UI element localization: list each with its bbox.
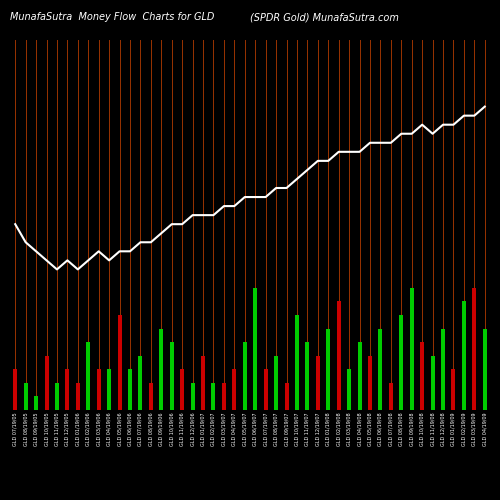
Text: (SPDR Gold) MunafaSutra.com: (SPDR Gold) MunafaSutra.com bbox=[250, 12, 399, 22]
Bar bbox=[368, 356, 372, 410]
Bar bbox=[336, 302, 340, 410]
Bar bbox=[483, 328, 487, 410]
Bar bbox=[222, 383, 226, 410]
Bar bbox=[462, 302, 466, 410]
Text: MunafaSutra  Money Flow  Charts for GLD: MunafaSutra Money Flow Charts for GLD bbox=[10, 12, 214, 22]
Bar bbox=[96, 370, 100, 410]
Bar bbox=[358, 342, 362, 410]
Bar bbox=[76, 383, 80, 410]
Bar bbox=[243, 342, 247, 410]
Bar bbox=[472, 288, 476, 410]
Bar bbox=[378, 328, 382, 410]
Bar bbox=[253, 288, 257, 410]
Bar bbox=[212, 383, 216, 410]
Bar bbox=[170, 342, 173, 410]
Bar bbox=[160, 328, 164, 410]
Bar bbox=[180, 370, 184, 410]
Bar bbox=[274, 356, 278, 410]
Bar bbox=[86, 342, 90, 410]
Bar bbox=[441, 328, 445, 410]
Bar bbox=[34, 396, 38, 410]
Bar bbox=[66, 370, 70, 410]
Bar bbox=[44, 356, 48, 410]
Bar bbox=[326, 328, 330, 410]
Bar bbox=[24, 383, 28, 410]
Bar bbox=[430, 356, 434, 410]
Bar bbox=[316, 356, 320, 410]
Bar bbox=[420, 342, 424, 410]
Bar bbox=[201, 356, 205, 410]
Bar bbox=[389, 383, 393, 410]
Bar bbox=[118, 315, 122, 410]
Bar bbox=[264, 370, 268, 410]
Bar bbox=[128, 370, 132, 410]
Bar bbox=[410, 288, 414, 410]
Bar bbox=[295, 315, 299, 410]
Bar bbox=[347, 370, 351, 410]
Bar bbox=[452, 370, 456, 410]
Bar bbox=[13, 370, 17, 410]
Bar bbox=[55, 383, 59, 410]
Bar bbox=[306, 342, 310, 410]
Bar bbox=[138, 356, 142, 410]
Bar bbox=[400, 315, 404, 410]
Bar bbox=[190, 383, 194, 410]
Bar bbox=[232, 370, 236, 410]
Bar bbox=[284, 383, 288, 410]
Bar bbox=[107, 370, 111, 410]
Bar bbox=[149, 383, 153, 410]
